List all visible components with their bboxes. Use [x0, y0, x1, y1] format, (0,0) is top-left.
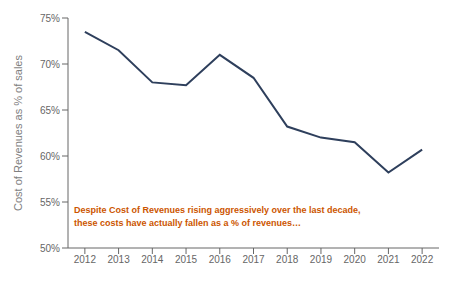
html-text:Despite Cost of Revenues risin: Despite Cost of Revenues rising aggressi… [74, 205, 361, 215]
svg-text:70%: 70% [40, 59, 60, 70]
svg-text:2014: 2014 [141, 254, 164, 265]
svg-text:2016: 2016 [209, 254, 232, 265]
svg-text:75%: 75% [40, 13, 60, 24]
svg-text:60%: 60% [40, 151, 60, 162]
svg-text:50%: 50% [40, 243, 60, 254]
svg-text:2012: 2012 [74, 254, 97, 265]
svg-text:55%: 55% [40, 197, 60, 208]
svg-text:2020: 2020 [344, 254, 367, 265]
svg-text:Cost of Revenues as % of sales: Cost of Revenues as % of sales [12, 55, 24, 211]
svg-text:2017: 2017 [242, 254, 265, 265]
svg-text:2021: 2021 [377, 254, 400, 265]
svg-text:2019: 2019 [310, 254, 333, 265]
svg-text:65%: 65% [40, 105, 60, 116]
svg-text:2022: 2022 [411, 254, 434, 265]
html-text:these costs have actually fall: these costs have actually fallen as a % … [74, 218, 302, 228]
svg-text:2018: 2018 [276, 254, 299, 265]
svg-text:2015: 2015 [175, 254, 198, 265]
svg-text:2013: 2013 [107, 254, 130, 265]
